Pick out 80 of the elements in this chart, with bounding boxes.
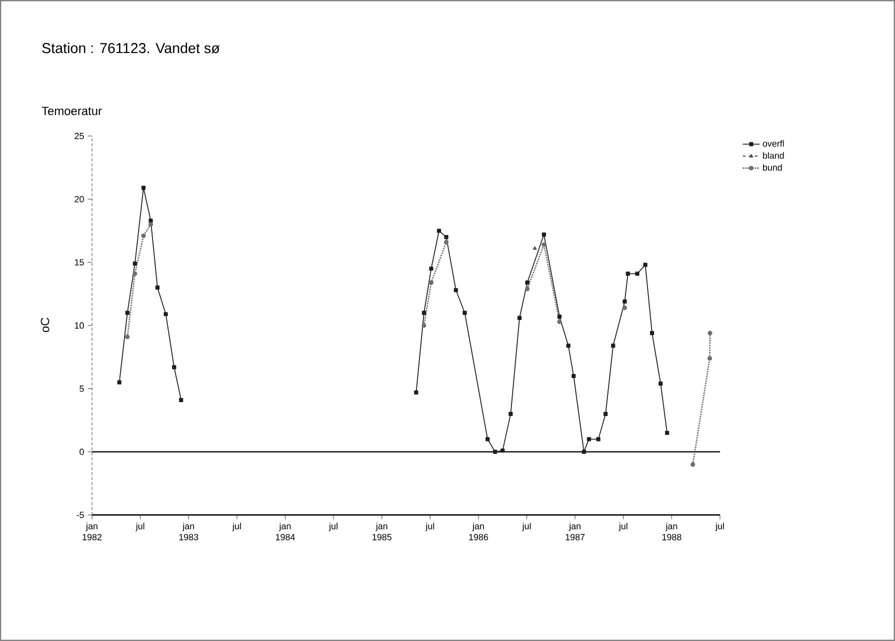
- point: [493, 450, 498, 454]
- point: [117, 380, 122, 384]
- y-tick-label: -5: [76, 512, 84, 518]
- x-tick-label: jul: [136, 522, 144, 532]
- point: [141, 186, 146, 190]
- point: [542, 232, 546, 237]
- point: [650, 331, 654, 336]
- legend-label: overfl: [762, 140, 784, 147]
- chart-title: Station : 761123. Vandet sø: [42, 42, 220, 54]
- point: [626, 272, 630, 276]
- y-tick-label: 10: [74, 322, 84, 329]
- x-tick-label: jan 1988: [662, 522, 682, 540]
- point: [422, 310, 426, 315]
- point: [525, 280, 530, 285]
- point: [125, 310, 130, 315]
- x-tick-label: jan 1983: [179, 522, 198, 540]
- point: [148, 218, 153, 223]
- legend-label: bund: [763, 164, 782, 171]
- point: [708, 330, 712, 336]
- legend-label: bland: [763, 152, 784, 159]
- chart-subtitle: Temoeratur: [42, 106, 102, 116]
- y-tick-label: 15: [74, 259, 84, 266]
- point: [635, 272, 640, 276]
- point: [557, 319, 562, 324]
- point: [444, 240, 449, 244]
- point: [566, 344, 570, 348]
- x-tick-label: jul: [618, 522, 628, 532]
- point: [164, 312, 168, 316]
- x-tick-label: jan 1982: [82, 522, 102, 540]
- point: [572, 374, 576, 378]
- x-tick-label: jul: [328, 522, 338, 532]
- x-tick-label: jan 1984: [276, 522, 295, 540]
- point: [604, 412, 608, 416]
- point: [454, 288, 458, 292]
- point: [596, 437, 600, 442]
- point: [622, 299, 627, 304]
- point: [148, 222, 154, 227]
- point: [586, 437, 591, 442]
- point: [179, 398, 184, 402]
- y-tick-label: 25: [74, 132, 84, 140]
- point: [436, 228, 442, 233]
- y-axis-title: oC: [40, 318, 50, 332]
- point: [643, 262, 648, 267]
- y-tick-label: 5: [80, 386, 84, 392]
- point: [132, 262, 137, 266]
- x-tick-label: jul: [232, 522, 241, 532]
- y-tick-label: 0: [80, 448, 84, 455]
- point: [665, 430, 670, 435]
- x-tick-label: jul: [522, 522, 531, 532]
- x-tick-label: jul: [715, 522, 724, 532]
- x-tick-label: jul: [425, 522, 434, 532]
- x-tick-label: jan 1986: [469, 522, 488, 540]
- point: [125, 334, 130, 340]
- point: [517, 316, 522, 320]
- point: [500, 448, 505, 453]
- point: [611, 344, 616, 348]
- x-tick-label: jan 1987: [566, 522, 585, 540]
- point: [172, 365, 176, 370]
- point: [141, 233, 146, 238]
- point: [658, 382, 663, 386]
- point: [542, 242, 546, 247]
- point: [132, 271, 138, 276]
- point: [155, 286, 160, 290]
- point: [422, 323, 426, 328]
- point: [414, 390, 418, 394]
- point: [532, 246, 537, 250]
- point: [622, 306, 628, 310]
- point: [428, 280, 434, 285]
- point: [486, 437, 490, 442]
- point: [525, 286, 530, 292]
- point: [557, 314, 562, 319]
- point: [444, 235, 448, 240]
- point: [429, 266, 434, 271]
- point: [707, 356, 712, 361]
- y-tick-label: 20: [74, 196, 84, 202]
- x-tick-label: jan 1985: [372, 522, 392, 540]
- point: [462, 310, 467, 315]
- point: [582, 450, 586, 454]
- point: [690, 462, 696, 467]
- point: [508, 412, 513, 416]
